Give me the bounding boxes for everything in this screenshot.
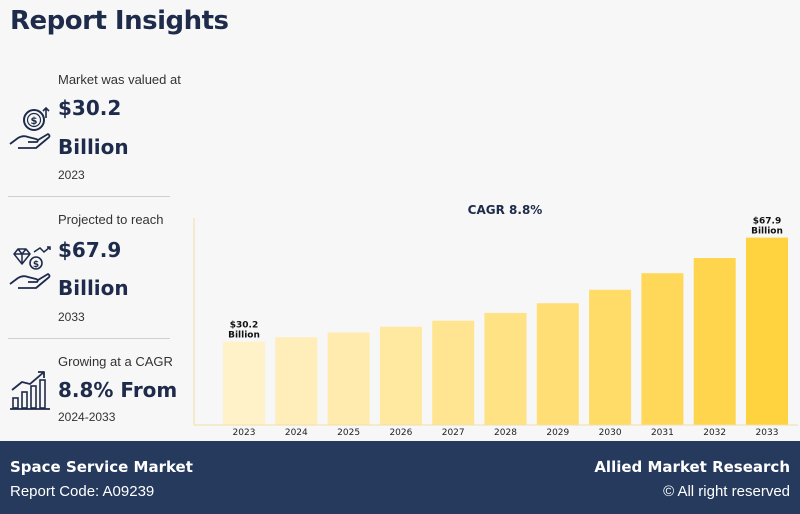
bar-2033	[746, 237, 788, 425]
bar-2032	[693, 258, 736, 425]
stat-value: $67.9	[58, 238, 122, 262]
x-tick-label: 2033	[756, 428, 779, 438]
bar-2024	[275, 337, 318, 425]
bar-2023	[223, 341, 265, 425]
company-name: Allied Market Research	[594, 458, 790, 476]
stat-label: Growing at a CAGR	[58, 354, 173, 369]
divider	[8, 196, 170, 197]
stat-label: Market was valued at	[58, 72, 181, 87]
x-tick-label: 2030	[599, 428, 622, 438]
stat-projected-value: $ Projected to reach $67.9 Billion 2033	[8, 210, 173, 330]
bar-2031	[641, 273, 684, 425]
stat-value: 8.8% From	[58, 378, 178, 402]
bar-2030	[589, 289, 632, 425]
x-tick-label: 2025	[337, 428, 360, 438]
page-title: Report Insights	[10, 6, 229, 36]
x-tick-label: 2023	[233, 428, 256, 438]
chart-title: CAGR 8.8%	[468, 203, 543, 217]
data-label: Billion	[751, 227, 783, 237]
stat-cagr: Growing at a CAGR 8.8% From 2024-2033	[8, 350, 177, 430]
bar-2025	[327, 332, 370, 425]
bar-2028	[484, 312, 527, 425]
diamond-hand-icon: $	[8, 246, 52, 297]
stat-label: Projected to reach	[58, 212, 164, 227]
stat-unit: Billion	[58, 276, 129, 300]
divider	[8, 338, 170, 339]
bar-2029	[536, 303, 579, 425]
x-tick-label: 2026	[389, 428, 412, 438]
svg-text:$: $	[31, 116, 38, 127]
report-code: Report Code: A09239	[10, 483, 155, 500]
market-name: Space Service Market	[10, 458, 193, 476]
stat-year: 2033	[58, 310, 85, 324]
bar-chart: CAGR 8.8% 2023 2024 2025 2026 2027 2028 2029 20…	[193, 203, 798, 438]
data-label: Billion	[228, 331, 260, 341]
stat-year: 2024-2033	[58, 410, 116, 424]
growth-chart-icon	[8, 368, 52, 417]
stat-market-value: $ Market was valued at $30.2 Billion 202…	[8, 68, 181, 188]
x-tick-label: 2031	[651, 428, 674, 438]
bar-2027	[432, 320, 475, 425]
bar-2026	[379, 326, 422, 425]
x-tick-label: 2027	[442, 428, 465, 438]
x-tick-label: 2032	[703, 428, 726, 438]
x-tick-label: 2028	[494, 428, 517, 438]
stat-value: $30.2	[58, 96, 122, 120]
money-hand-icon: $	[8, 106, 52, 157]
footer: Space Service Market Report Code: A09239…	[0, 441, 800, 514]
rights-text: © All right reserved	[663, 483, 790, 500]
data-label: $30.2	[230, 321, 258, 331]
data-label: $67.9	[753, 217, 781, 227]
x-tick-label: 2024	[285, 428, 308, 438]
x-tick-label: 2029	[546, 428, 569, 438]
stat-year: 2023	[58, 168, 85, 182]
stat-unit: Billion	[58, 135, 129, 159]
svg-text:$: $	[33, 260, 39, 270]
